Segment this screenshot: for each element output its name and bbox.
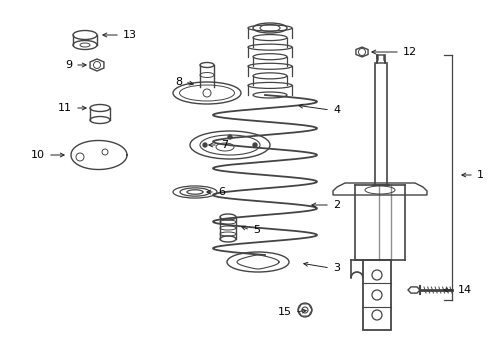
Text: 6: 6	[218, 187, 224, 197]
Text: 4: 4	[332, 105, 340, 115]
Text: 12: 12	[402, 47, 416, 57]
Text: 5: 5	[252, 225, 260, 235]
Text: 3: 3	[332, 263, 339, 273]
Text: 13: 13	[123, 30, 137, 40]
Circle shape	[252, 143, 257, 147]
Text: 14: 14	[457, 285, 471, 295]
Text: 10: 10	[31, 150, 45, 160]
Text: 1: 1	[476, 170, 483, 180]
Text: 9: 9	[65, 60, 72, 70]
Bar	[362, 260, 390, 330]
Text: 8: 8	[175, 77, 182, 87]
Circle shape	[203, 143, 206, 147]
Text: 2: 2	[332, 200, 340, 210]
Text: 11: 11	[58, 103, 72, 113]
Text: 15: 15	[278, 307, 291, 317]
Text: 7: 7	[221, 140, 228, 150]
Circle shape	[227, 135, 231, 139]
